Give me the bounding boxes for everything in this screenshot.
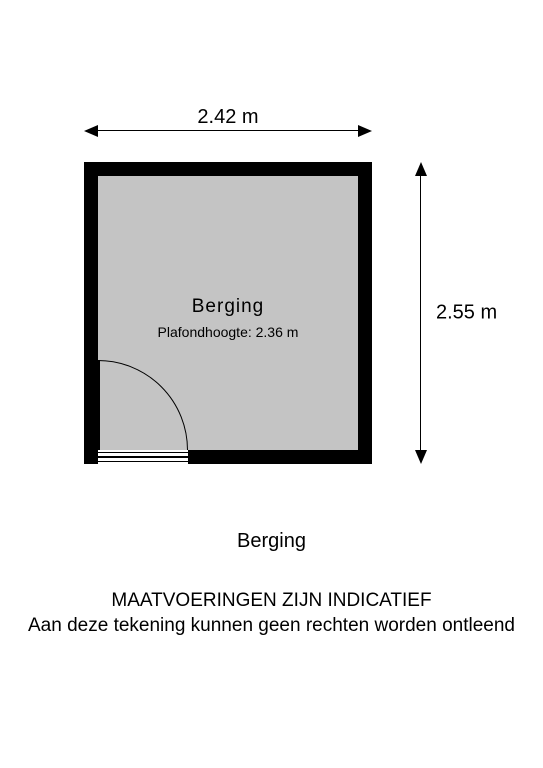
room-ceiling-height: Plafondhoogte: 2.36 m — [98, 324, 358, 340]
door-threshold — [98, 452, 188, 462]
dimension-height-label: 2.55 m — [436, 302, 497, 325]
arrow-right-icon — [358, 125, 372, 137]
arrow-down-icon — [415, 450, 427, 464]
door-swing — [98, 360, 188, 450]
door-arc — [98, 360, 188, 450]
floorplan-canvas: 2.42 m 2.55 m Berging Plafondhoogte: 2.3… — [0, 0, 543, 768]
arrow-left-icon — [84, 125, 98, 137]
arrow-up-icon — [415, 162, 427, 176]
disclaimer-line-1: MAATVOERINGEN ZIJN INDICATIEF — [0, 590, 543, 612]
room-name: Berging — [98, 296, 358, 318]
dimension-width-label: 2.42 m — [197, 106, 258, 129]
floorplan-subtitle: Berging — [0, 530, 543, 553]
disclaimer-line-2: Aan deze tekening kunnen geen rechten wo… — [0, 615, 543, 637]
dimension-height: 2.55 m — [420, 162, 421, 464]
door-leaf — [98, 360, 100, 450]
dimension-width: 2.42 m — [84, 130, 372, 131]
